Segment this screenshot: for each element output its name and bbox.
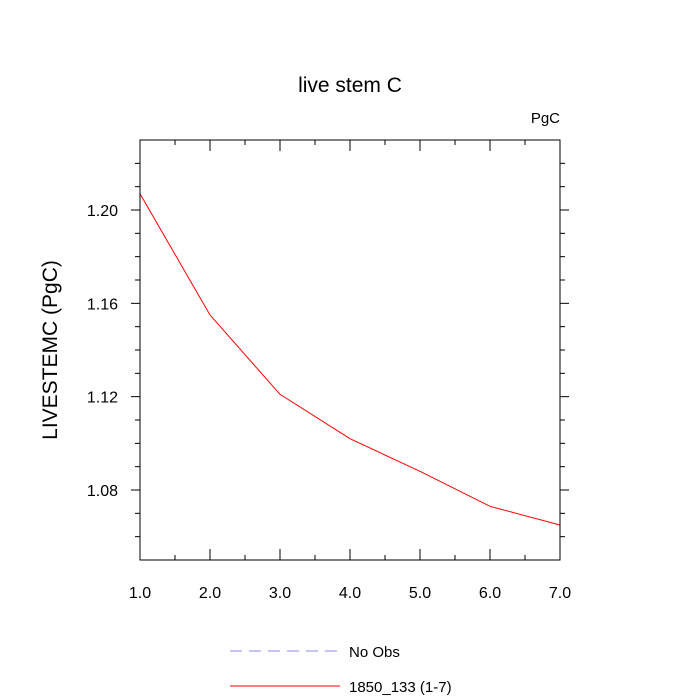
series-line [139,193,561,526]
series-layer [139,193,561,526]
x-tick-label: 3.0 [269,585,291,602]
axis-tick-labels: 1.0 2.0 3.0 4.0 5.0 6.0 7.0 1.08 1.12 1.16 1.20 [87,203,571,602]
legend-label: 1850_133 (1-7) [349,679,452,696]
x-tick-label: 4.0 [339,585,361,602]
y-tick-label: 1.08 [87,483,118,500]
x-tick-label: 2.0 [199,585,221,602]
x-tick-label: 7.0 [549,585,571,602]
axis-ticks [131,140,569,560]
x-tick-label: 6.0 [479,585,501,602]
y-axis-label: LIVESTEMC (PgC) [39,260,62,440]
y-tick-label: 1.12 [87,390,118,407]
legend: No Obs 1850_133 (1-7) [230,644,452,696]
chart-title: live stem C [298,74,402,97]
y-tick-label: 1.20 [87,203,118,220]
y-tick-label: 1.16 [87,296,118,313]
legend-label: No Obs [349,644,400,661]
x-tick-label: 5.0 [409,585,431,602]
x-tick-label: 1.0 [129,585,151,602]
plot-frame [139,139,561,561]
units-label: PgC [531,110,560,127]
